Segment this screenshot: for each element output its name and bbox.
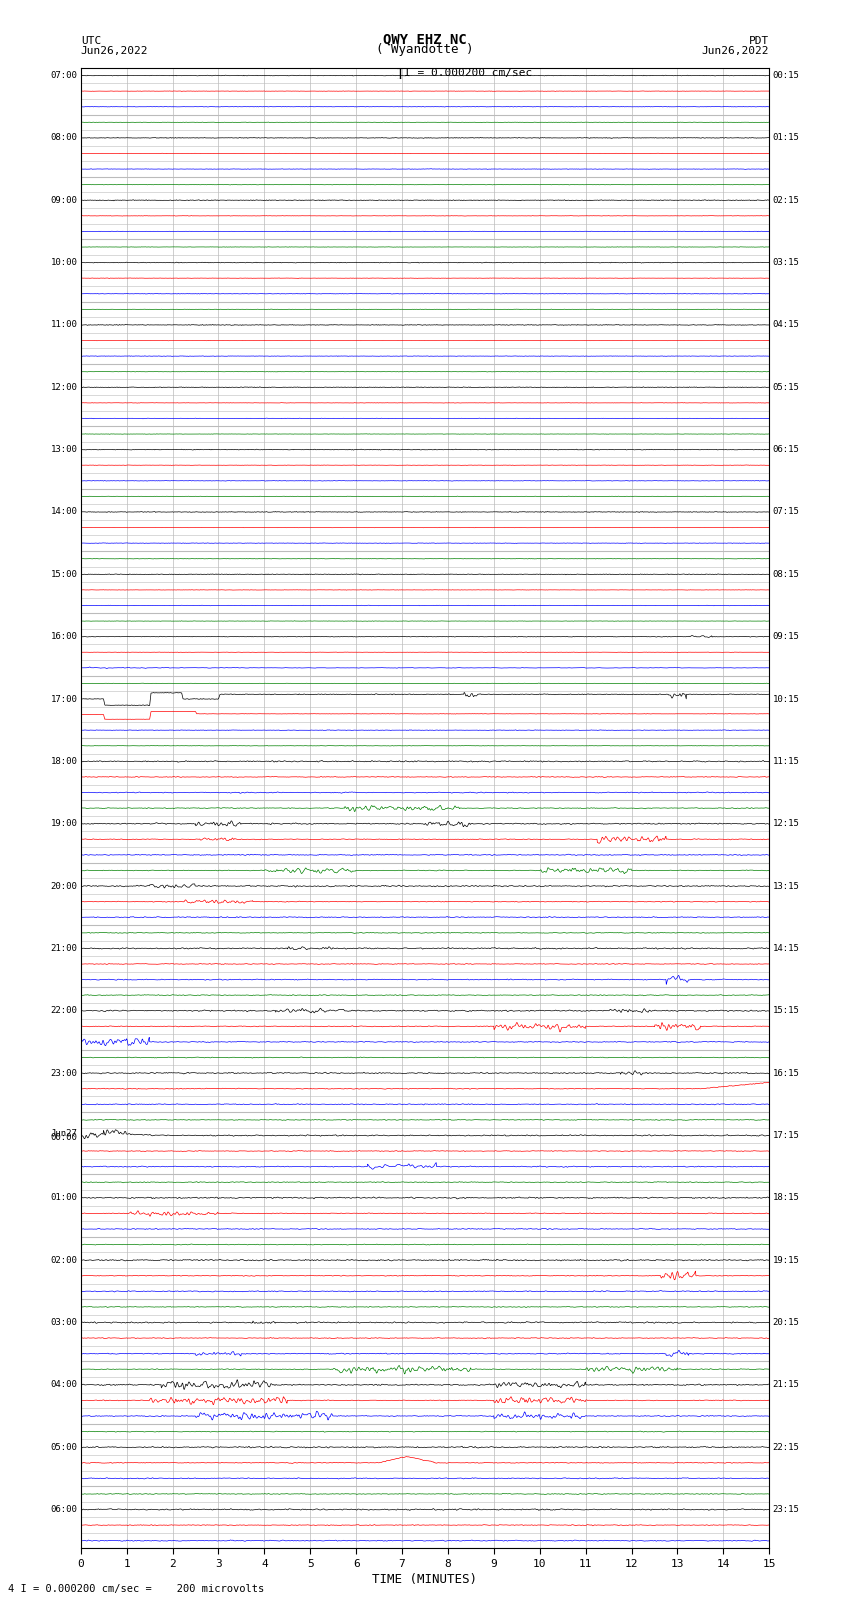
Text: 07:15: 07:15 — [773, 508, 800, 516]
Text: 16:00: 16:00 — [50, 632, 77, 640]
Text: 12:00: 12:00 — [50, 382, 77, 392]
Text: 07:00: 07:00 — [50, 71, 77, 81]
Text: 01:00: 01:00 — [50, 1194, 77, 1202]
Text: 10:15: 10:15 — [773, 695, 800, 703]
Text: 05:00: 05:00 — [50, 1442, 77, 1452]
Text: 17:00: 17:00 — [50, 695, 77, 703]
Text: 21:15: 21:15 — [773, 1381, 800, 1389]
Text: 17:15: 17:15 — [773, 1131, 800, 1140]
Text: 11:15: 11:15 — [773, 756, 800, 766]
Text: 02:15: 02:15 — [773, 195, 800, 205]
Text: UTC: UTC — [81, 35, 101, 45]
Text: 03:00: 03:00 — [50, 1318, 77, 1327]
Text: 10:00: 10:00 — [50, 258, 77, 268]
Text: 16:15: 16:15 — [773, 1068, 800, 1077]
Text: 15:15: 15:15 — [773, 1007, 800, 1015]
Text: 18:00: 18:00 — [50, 756, 77, 766]
Text: 02:00: 02:00 — [50, 1255, 77, 1265]
Text: 20:15: 20:15 — [773, 1318, 800, 1327]
Text: 00:00: 00:00 — [50, 1134, 77, 1142]
Text: 21:00: 21:00 — [50, 944, 77, 953]
Text: 04:00: 04:00 — [50, 1381, 77, 1389]
Text: 13:00: 13:00 — [50, 445, 77, 455]
Text: Jun26,2022: Jun26,2022 — [702, 47, 769, 56]
Text: 22:00: 22:00 — [50, 1007, 77, 1015]
Text: Jun27: Jun27 — [50, 1129, 77, 1137]
Text: 04:15: 04:15 — [773, 321, 800, 329]
Text: 20:00: 20:00 — [50, 882, 77, 890]
Text: 00:15: 00:15 — [773, 71, 800, 81]
Text: 23:15: 23:15 — [773, 1505, 800, 1515]
Text: 12:15: 12:15 — [773, 819, 800, 827]
Text: 18:15: 18:15 — [773, 1194, 800, 1202]
Text: 08:00: 08:00 — [50, 134, 77, 142]
Text: 14:00: 14:00 — [50, 508, 77, 516]
Text: Jun26,2022: Jun26,2022 — [81, 47, 148, 56]
Text: 03:15: 03:15 — [773, 258, 800, 268]
Text: PDT: PDT — [749, 35, 769, 45]
Text: 4 I = 0.000200 cm/sec =    200 microvolts: 4 I = 0.000200 cm/sec = 200 microvolts — [8, 1584, 264, 1594]
Text: 06:15: 06:15 — [773, 445, 800, 455]
Text: ( Wyandotte ): ( Wyandotte ) — [377, 44, 473, 56]
Text: 14:15: 14:15 — [773, 944, 800, 953]
Text: 08:15: 08:15 — [773, 569, 800, 579]
X-axis label: TIME (MINUTES): TIME (MINUTES) — [372, 1573, 478, 1586]
Text: 11:00: 11:00 — [50, 321, 77, 329]
Text: 05:15: 05:15 — [773, 382, 800, 392]
Text: 06:00: 06:00 — [50, 1505, 77, 1515]
Text: 01:15: 01:15 — [773, 134, 800, 142]
Text: 19:15: 19:15 — [773, 1255, 800, 1265]
Text: 13:15: 13:15 — [773, 882, 800, 890]
Text: I = 0.000200 cm/sec: I = 0.000200 cm/sec — [404, 68, 532, 77]
Text: 23:00: 23:00 — [50, 1068, 77, 1077]
Text: 15:00: 15:00 — [50, 569, 77, 579]
Text: 09:15: 09:15 — [773, 632, 800, 640]
Text: 19:00: 19:00 — [50, 819, 77, 827]
Text: 22:15: 22:15 — [773, 1442, 800, 1452]
Text: QWY EHZ NC: QWY EHZ NC — [383, 32, 467, 45]
Text: 09:00: 09:00 — [50, 195, 77, 205]
